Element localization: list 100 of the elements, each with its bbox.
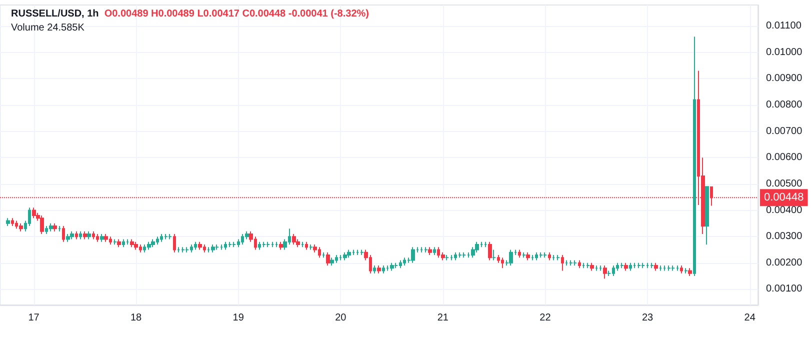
candlestick	[582, 262, 585, 269]
candlestick	[433, 246, 436, 256]
candlestick	[58, 226, 61, 232]
candlestick	[220, 244, 223, 250]
annotation: -0.00041 (-8.32%)	[288, 8, 369, 20]
candlestick	[484, 241, 487, 248]
x-tick-label: 22	[540, 312, 552, 324]
x-tick-label: 21	[437, 312, 449, 324]
candlestick	[151, 238, 155, 248]
candlestick	[266, 241, 270, 248]
candlestick	[663, 265, 666, 272]
candlestick	[552, 254, 555, 261]
candlestick	[595, 265, 598, 272]
candlestick	[411, 246, 415, 264]
y-tick-label: 0.00100	[766, 284, 803, 295]
candlestick	[420, 246, 423, 253]
candlestick	[624, 262, 628, 272]
candlestick	[49, 222, 53, 232]
candlestick	[40, 215, 44, 234]
candlestick	[232, 241, 236, 248]
candlestick	[531, 254, 534, 261]
y-tick-label: 0.01100	[766, 20, 802, 32]
x-tick-label: 19	[232, 312, 244, 324]
candlestick	[275, 241, 278, 248]
annotation: Volume 24.585K	[11, 22, 85, 34]
candlestick	[104, 233, 108, 242]
candlestick	[445, 254, 449, 261]
y-tick-label: 0.01000	[766, 46, 803, 58]
candlestick	[326, 252, 330, 266]
candlestick	[501, 257, 504, 269]
candlestick	[556, 254, 560, 261]
candlestick	[450, 254, 453, 261]
candlestick	[377, 265, 381, 274]
candlestick	[667, 265, 671, 272]
candlestick	[19, 222, 23, 232]
candlestick	[53, 222, 57, 232]
candlestick	[70, 230, 74, 240]
candlestick	[518, 249, 521, 258]
candlestick	[211, 244, 215, 253]
candlestick	[424, 246, 428, 253]
candlestick	[32, 207, 36, 219]
candlestick	[492, 249, 496, 261]
candlestick	[347, 249, 351, 258]
candlestick	[650, 262, 654, 269]
candlestick	[198, 241, 202, 250]
candlestick	[147, 241, 151, 250]
candlestick	[637, 262, 641, 269]
candlestick	[279, 241, 283, 250]
candlestick	[66, 233, 70, 242]
candlestick	[646, 262, 649, 269]
candlestick	[322, 252, 325, 258]
candlestick	[305, 241, 308, 250]
candlestick	[522, 252, 526, 258]
x-tick-label: 23	[642, 312, 654, 324]
candlestick	[488, 241, 492, 261]
candlestick	[309, 244, 313, 250]
candlestick	[164, 233, 168, 240]
candlestick	[185, 246, 189, 253]
candlestick	[539, 252, 543, 258]
candlestick	[181, 246, 185, 253]
candlestick	[578, 260, 581, 269]
candlestick	[126, 238, 129, 245]
candlestick	[130, 238, 134, 248]
candlestick	[462, 252, 466, 258]
candlestick	[134, 241, 138, 250]
candlestick	[356, 249, 359, 256]
candlestick	[676, 265, 679, 272]
candlestick	[122, 238, 125, 248]
candlestick	[177, 246, 180, 253]
candlestick	[117, 238, 121, 248]
candlestick	[688, 268, 692, 277]
candlestick	[693, 36, 696, 277]
candlestick	[573, 260, 577, 266]
candlestick	[509, 249, 513, 266]
candlestick	[526, 252, 530, 261]
candlestick	[11, 218, 14, 227]
x-tick-label: 18	[130, 312, 142, 324]
candlestick	[330, 257, 334, 266]
candlestick	[458, 252, 462, 258]
candlestick	[543, 252, 547, 258]
candlestick	[271, 241, 274, 248]
candlestick	[173, 233, 176, 253]
candlestick	[62, 226, 65, 242]
x-tick-label: 17	[28, 312, 40, 324]
y-tick-label: 0.00900	[766, 73, 803, 84]
candlestick	[390, 262, 394, 272]
candlestick	[428, 246, 432, 256]
candlestick	[92, 230, 95, 240]
candlestick	[569, 260, 573, 266]
annotation: L0.00417	[197, 8, 240, 20]
y-tick-label: 0.00400	[766, 204, 803, 216]
y-tick-label: 0.00500	[766, 178, 803, 190]
candlestick	[620, 262, 624, 269]
chart-title: RUSSELL/USD, 1h	[11, 8, 99, 20]
candlestick	[75, 230, 78, 240]
candlestick	[373, 265, 376, 274]
candlestick	[586, 262, 590, 269]
candlestick	[79, 230, 82, 240]
candlestick	[113, 238, 117, 245]
candlestick	[599, 265, 602, 272]
